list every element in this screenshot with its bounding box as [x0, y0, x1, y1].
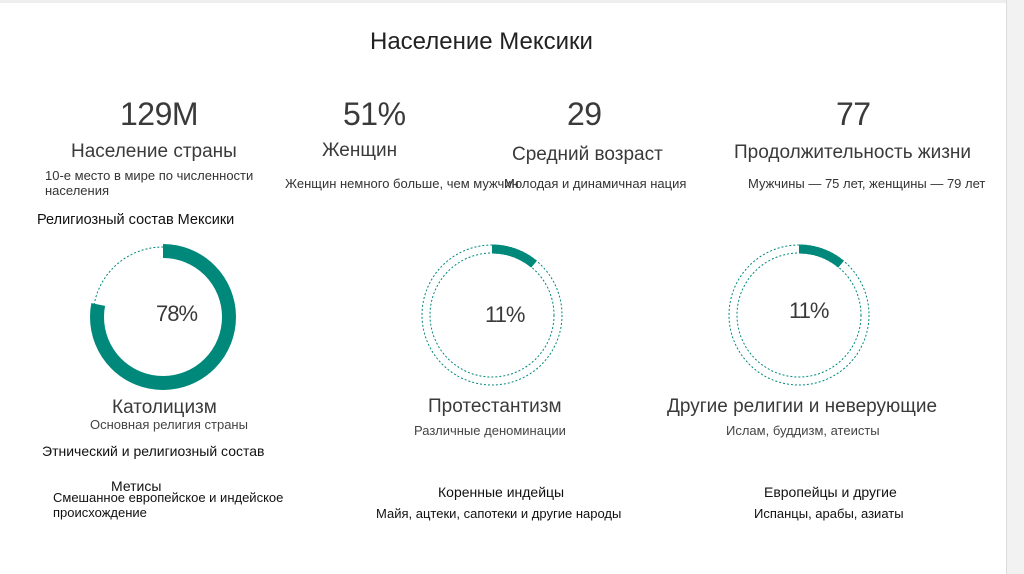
pct-protestantism: 11% [485, 302, 525, 327]
stat-note-median-age: Молодая и динамичная нация [504, 176, 687, 191]
stat-value-population: 129M [120, 96, 199, 132]
stat-label-women: Женщин [322, 140, 398, 161]
scrollbar[interactable] [1006, 0, 1024, 574]
stat-label-life-expectancy: Продолжительность жизни [734, 142, 972, 163]
donut-catholicism [90, 244, 236, 390]
pct-other-religions: 11% [789, 298, 829, 323]
stat-note-population: 10-е место в мире по численности населен… [45, 168, 254, 198]
ethnic-heading: Этнический и религиозный состав [42, 443, 265, 459]
stat-note-life-expectancy: Мужчины — 75 лет, женщины — 79 лет [748, 176, 986, 191]
ethnic-name-europeans: Европейцы и другие [764, 484, 897, 500]
stat-label-median-age: Средний возраст [512, 144, 663, 165]
donut-arc-other-religions [728, 244, 870, 386]
donut-protestantism [421, 244, 563, 386]
religion-note-protestantism: Различные деноминации [414, 423, 566, 438]
stat-label-population: Население страны [71, 141, 237, 162]
religion-note-other: Ислам, буддизм, атеисты [726, 423, 880, 438]
donut-arc-protestantism [421, 244, 563, 386]
stat-note-women: Женщин немного больше, чем мужчин [285, 176, 519, 191]
stat-value-women: 51% [343, 96, 406, 132]
ethnic-note-europeans: Испанцы, арабы, азиаты [754, 506, 904, 521]
pct-catholicism: 78% [156, 301, 198, 326]
religion-heading: Религиозный состав Мексики [37, 212, 235, 228]
religion-name-protestantism: Протестантизм [428, 396, 562, 417]
religion-name-other: Другие религии и неверующие [667, 396, 938, 417]
donut-other-religions [728, 244, 870, 386]
stat-value-median-age: 29 [567, 96, 602, 132]
page-title: Население Мексики [370, 28, 593, 55]
ethnic-name-mestizos: Метисы [111, 478, 162, 494]
ethnic-name-indigenous: Коренные индейцы [438, 484, 565, 500]
religion-note-catholicism: Основная религия страны [90, 417, 248, 432]
stat-value-life-expectancy: 77 [836, 96, 871, 132]
religion-name-catholicism: Католицизм [112, 397, 217, 418]
ethnic-note-mestizos: Смешанное европейское и индейское происх… [53, 490, 284, 520]
top-border [0, 0, 1006, 3]
donut-arc-catholicism [90, 244, 236, 390]
ethnic-note-indigenous: Майя, ацтеки, сапотеки и другие народы [376, 506, 622, 521]
